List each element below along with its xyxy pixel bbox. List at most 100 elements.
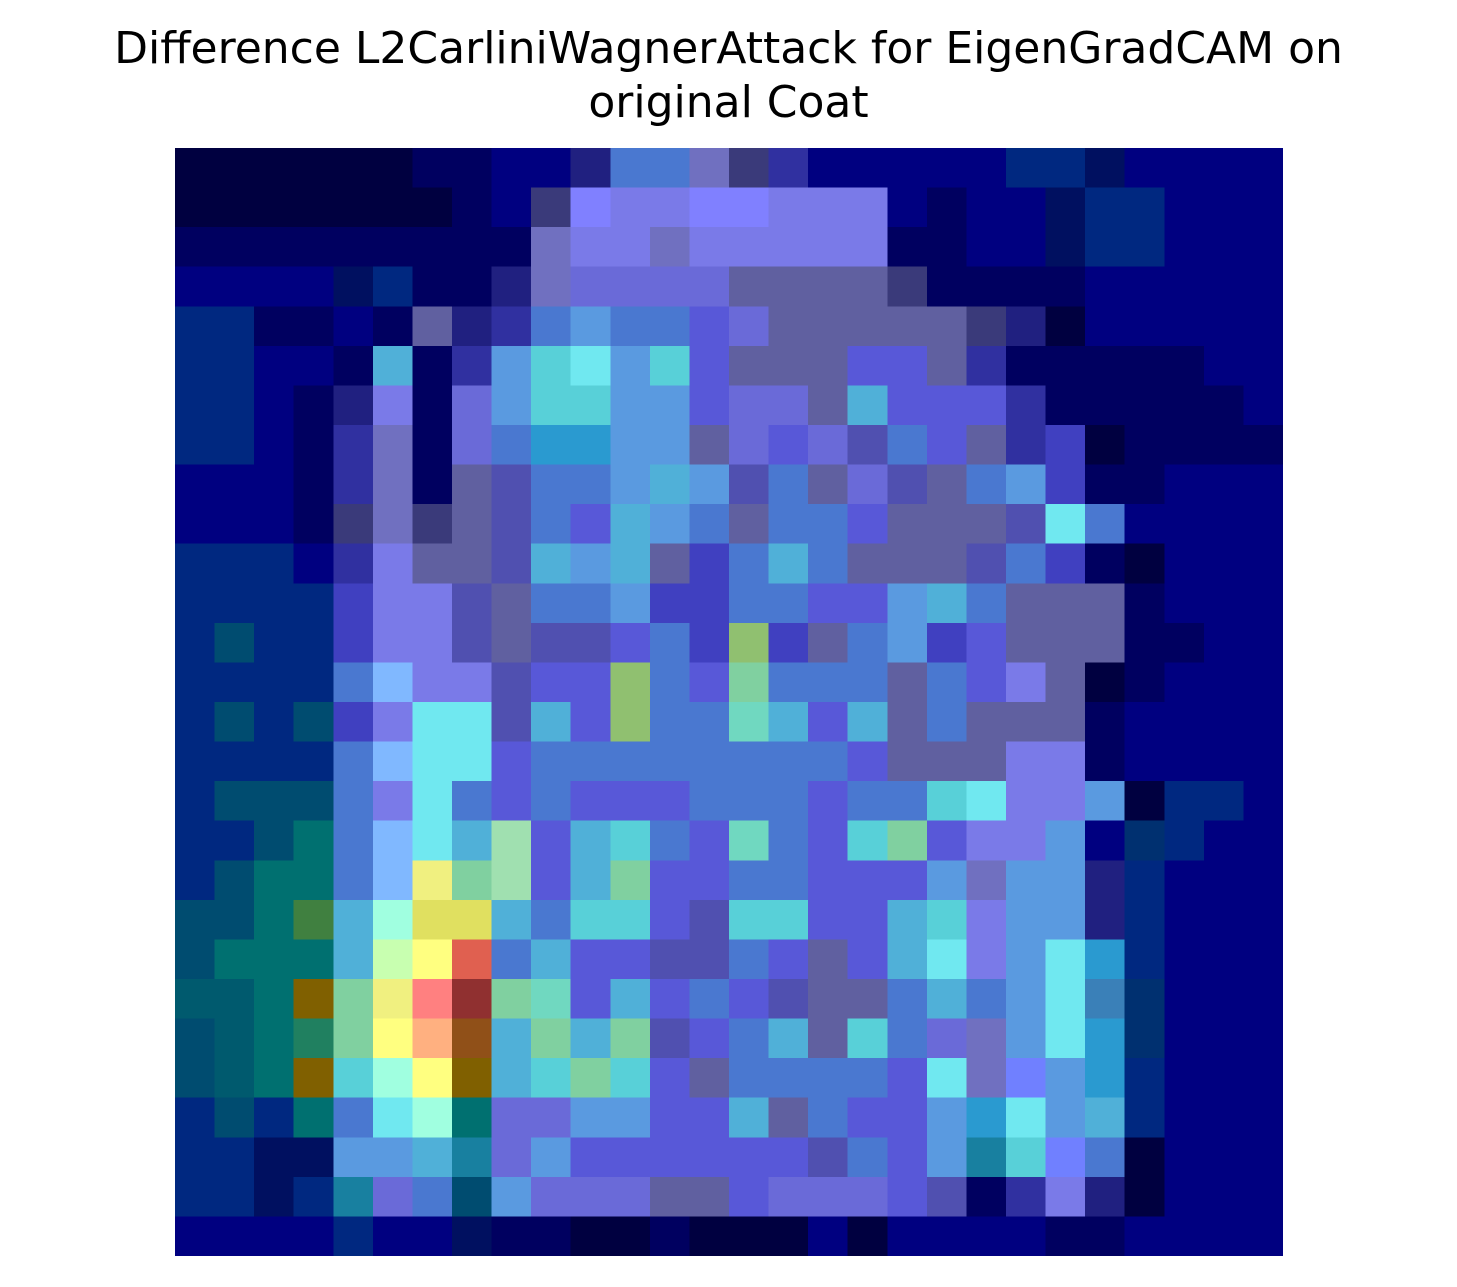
heatmap-cell	[847, 979, 889, 1020]
heatmap-cell	[1006, 345, 1047, 387]
heatmap-cell	[1045, 385, 1086, 426]
heatmap-cell	[175, 1137, 216, 1178]
heatmap-cell	[333, 662, 374, 703]
heatmap-cell	[570, 899, 612, 941]
heatmap-cell	[333, 266, 374, 308]
heatmap-cell	[175, 385, 216, 426]
heatmap-cell	[1243, 1058, 1283, 1099]
heatmap-cell	[926, 464, 968, 505]
heatmap-cell	[293, 741, 335, 782]
heatmap-cell	[926, 187, 968, 228]
heatmap-cell	[649, 1097, 691, 1139]
heatmap-cell	[729, 266, 770, 308]
heatmap-cell	[175, 1058, 216, 1099]
heatmap-cell	[1045, 227, 1086, 268]
heatmap-cell	[926, 662, 968, 703]
heatmap-cell	[926, 1018, 968, 1059]
heatmap-cell	[531, 227, 572, 268]
heatmap-cell	[649, 979, 691, 1020]
heatmap-cell	[768, 622, 809, 664]
heatmap-cell	[689, 227, 730, 268]
heatmap-cell	[768, 1176, 809, 1218]
heatmap-cell	[1085, 187, 1126, 228]
heatmap-cell	[768, 1097, 809, 1139]
heatmap-cell	[254, 187, 295, 228]
heatmap-cell	[1045, 425, 1086, 466]
heatmap-cell	[293, 820, 335, 862]
heatmap-cell	[1045, 741, 1086, 782]
heatmap-cell	[847, 1018, 889, 1059]
heatmap-cell	[452, 1176, 493, 1218]
heatmap-cell	[175, 899, 216, 941]
heatmap-cell	[333, 385, 374, 426]
heatmap-cell	[1203, 1097, 1245, 1139]
heatmap-cell	[1006, 1058, 1047, 1099]
heatmap-cell	[333, 860, 374, 901]
heatmap-cell	[1243, 702, 1283, 743]
heatmap-cell	[768, 504, 809, 545]
heatmap-cell	[254, 1058, 295, 1099]
heatmap-cell	[452, 820, 493, 862]
heatmap-cell	[1124, 543, 1166, 585]
heatmap-cell	[452, 227, 493, 268]
heatmap-cell	[412, 741, 453, 782]
heatmap-cell	[214, 1058, 255, 1099]
heatmap-cell	[1203, 741, 1245, 782]
heatmap-cell	[1006, 781, 1047, 822]
heatmap-cell	[175, 583, 216, 624]
heatmap-cell	[729, 741, 770, 782]
heatmap-cell	[1124, 266, 1166, 308]
heatmap-cell	[966, 1018, 1007, 1059]
heatmap-cell	[1164, 1176, 1205, 1218]
heatmap-cell	[768, 543, 809, 585]
heatmap-cell	[689, 345, 730, 387]
heatmap-cell	[847, 306, 889, 347]
heatmap-cell	[926, 266, 968, 308]
heatmap-cell	[491, 1216, 532, 1256]
heatmap-cell	[1085, 345, 1126, 387]
heatmap-cell	[768, 266, 809, 308]
heatmap-cell	[729, 622, 770, 664]
heatmap-cell	[689, 820, 730, 862]
heatmap-cell	[175, 1176, 216, 1218]
heatmap-cell	[729, 939, 770, 980]
heatmap-cell	[293, 464, 335, 505]
heatmap-cell	[1243, 385, 1283, 426]
heatmap-cell	[1006, 860, 1047, 901]
heatmap-cell	[847, 504, 889, 545]
heatmap-cell	[966, 227, 1007, 268]
heatmap-cell	[808, 702, 849, 743]
heatmap-cell	[254, 543, 295, 585]
heatmap-cell	[847, 662, 889, 703]
heatmap-cell	[254, 583, 295, 624]
heatmap-cell	[1164, 781, 1205, 822]
heatmap-cell	[412, 1137, 453, 1178]
heatmap-cell	[175, 781, 216, 822]
heatmap-cell	[887, 385, 928, 426]
heatmap-cell	[729, 1137, 770, 1178]
heatmap-cell	[1164, 1018, 1205, 1059]
heatmap-cell	[531, 741, 572, 782]
heatmap-cell	[570, 1058, 612, 1099]
heatmap-cell	[570, 702, 612, 743]
heatmap-cell	[412, 1216, 453, 1256]
heatmap-cell	[412, 899, 453, 941]
heatmap-cell	[847, 741, 889, 782]
heatmap-cell	[372, 425, 414, 466]
heatmap-cell	[610, 306, 651, 347]
heatmap-cell	[1085, 1097, 1126, 1139]
heatmap-cell	[452, 622, 493, 664]
heatmap-cell	[1164, 979, 1205, 1020]
heatmap-cell	[175, 1018, 216, 1059]
heatmap-cell	[412, 227, 453, 268]
heatmap-cell	[293, 504, 335, 545]
heatmap-cell	[452, 148, 493, 189]
heatmap-cell	[768, 860, 809, 901]
heatmap-cell	[214, 820, 255, 862]
heatmap-cell	[1124, 899, 1166, 941]
heatmap-cell	[1243, 622, 1283, 664]
heatmap-cell	[531, 266, 572, 308]
heatmap-cell	[1243, 345, 1283, 387]
heatmap-cell	[531, 1058, 572, 1099]
heatmap-cell	[966, 385, 1007, 426]
